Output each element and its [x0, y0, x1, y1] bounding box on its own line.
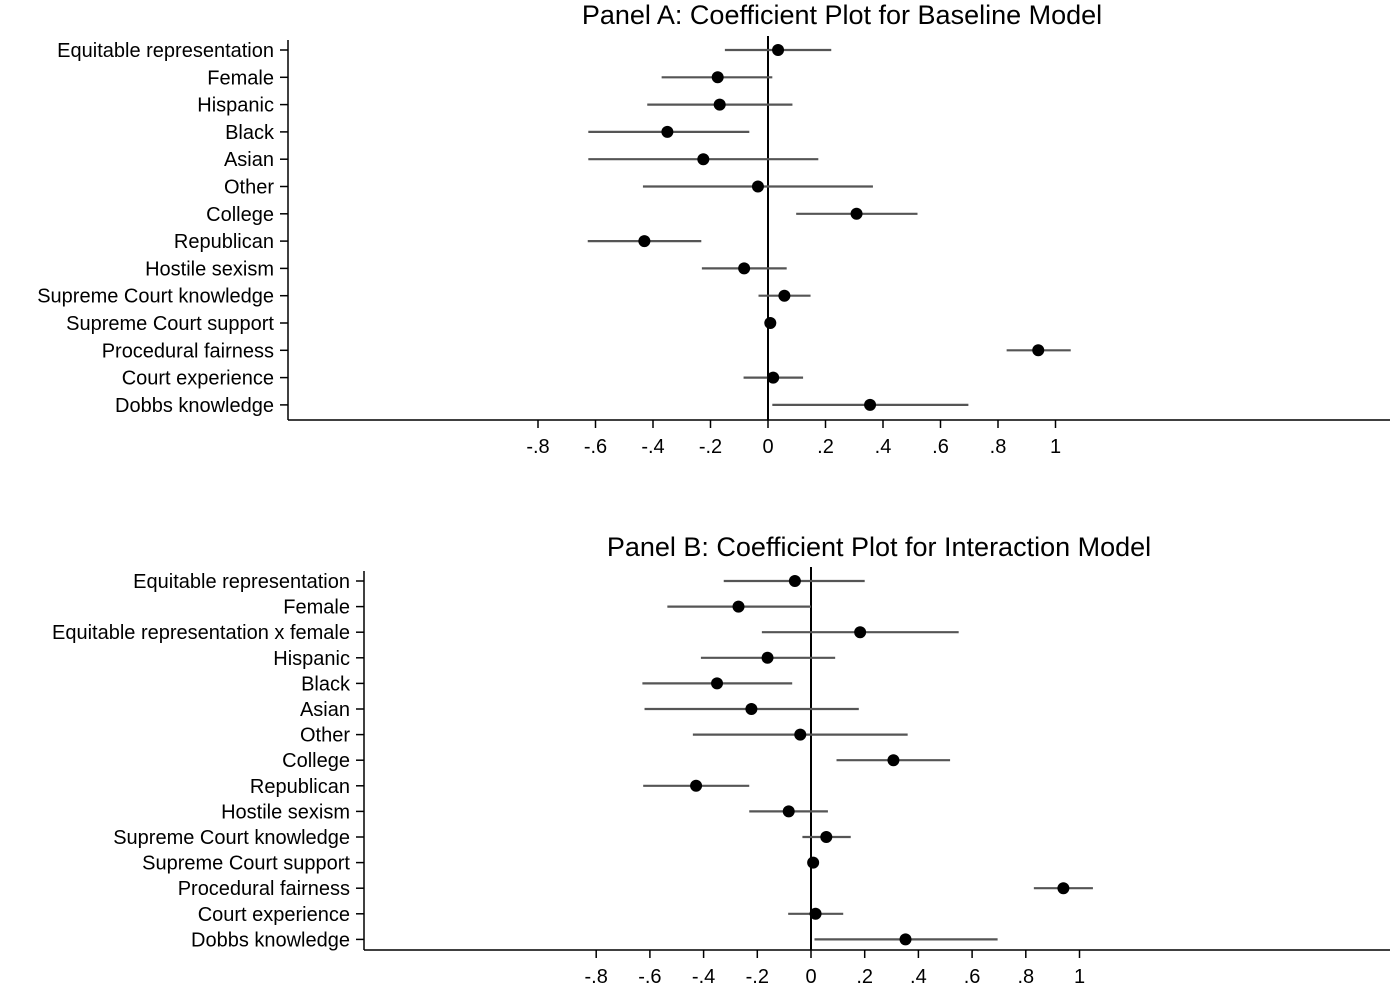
panel-b-point-estimate — [690, 779, 703, 792]
panel-a-row-label: Procedural fairness — [102, 340, 274, 362]
panel-a-row-label: Asian — [224, 149, 274, 171]
panel-b-point-estimate — [854, 626, 867, 639]
panel-a-x-tick-label: -.4 — [641, 436, 664, 458]
panel-a-point-estimate — [638, 235, 651, 248]
panel-a-row-label: Supreme Court support — [66, 313, 274, 335]
panel-b-point-estimate — [807, 856, 820, 869]
panel-b-point-estimate — [711, 677, 724, 690]
panel-a-point-estimate — [751, 180, 764, 193]
panel-a-point-estimate — [764, 317, 777, 329]
panel-a-x-tick-label: .2 — [817, 436, 834, 458]
panel-a-plot-area: -.8 -.6 -.4 -.2 0 .2 .4 .6 .8 1 Equitable represen… — [37, 36, 1390, 458]
panel-b-point-estimate — [887, 754, 900, 767]
panel-a-x-tick-label: .4 — [875, 436, 892, 458]
panel-b-row-label: Black — [301, 673, 351, 695]
panel-b-x-tick-label: 0 — [805, 966, 816, 987]
panel-a-row-label: Court experience — [122, 368, 274, 390]
panel-a-baseline-model: Panel A: Coefficient Plot for Baseline M… — [37, 0, 1390, 458]
panel-b-row-label: Other — [300, 725, 350, 747]
panel-b-plot-area: -.8 -.6 -.4 -.2 0 .2 .4 .6 .8 1 Equitable represen… — [52, 567, 1390, 987]
panel-a-row-label: Hispanic — [197, 95, 274, 117]
panel-b-row-label: Republican — [250, 776, 350, 798]
panel-b-point-estimate — [899, 933, 912, 946]
panel-a-x-tick-label: 1 — [1050, 436, 1061, 458]
panel-b-x-tick-label: -.2 — [746, 966, 769, 987]
panel-a-x-tick-label: .6 — [932, 436, 949, 458]
panel-a-point-estimate — [697, 153, 710, 166]
panel-a-row-label: Equitable representation — [57, 40, 274, 62]
panel-b-point-estimate — [761, 651, 774, 664]
panel-b-point-estimate — [782, 805, 795, 818]
panel-a-x-tick-label: -.8 — [526, 436, 549, 458]
panel-b-x-tick-label: .2 — [856, 966, 873, 987]
panel-b-row-label: Procedural fairness — [178, 878, 350, 900]
panel-a-point-estimate — [778, 289, 791, 302]
panel-b-row-label: Supreme Court knowledge — [113, 827, 350, 849]
panel-a-point-estimate — [864, 398, 877, 411]
panel-b-x-tick-label: -.6 — [638, 966, 661, 987]
panel-b-point-estimate — [1057, 882, 1070, 895]
panel-b-point-estimate — [732, 600, 745, 613]
panel-b-point-estimate — [809, 907, 822, 920]
panel-a-row-label: Supreme Court knowledge — [37, 286, 274, 308]
panel-b-point-estimate — [820, 831, 833, 843]
panel-b-x-tick-label: .4 — [910, 966, 927, 987]
panel-b-row-label: Equitable representation x female — [52, 622, 350, 644]
panel-a-x-tick-label: -.6 — [584, 436, 607, 458]
panel-a-row-label: Republican — [174, 231, 274, 253]
panel-a-point-estimate — [661, 125, 674, 138]
panel-a-x-tick-label: -.2 — [699, 436, 722, 458]
panel-b-x-tick-label: -.8 — [585, 966, 608, 987]
panel-a-point-estimate — [711, 71, 724, 84]
panel-b-point-estimate — [745, 703, 758, 715]
panel-a-row-label: Female — [207, 67, 274, 89]
panel-b-x-tick-label: -.4 — [692, 966, 715, 987]
panel-a-point-estimate — [713, 98, 726, 111]
panel-b-x-tick-label: 1 — [1074, 966, 1085, 987]
panel-b-point-estimate — [794, 728, 807, 741]
panel-b-point-estimate — [788, 575, 801, 587]
panel-a-point-estimate — [767, 371, 780, 384]
panel-a-row-label: College — [206, 204, 274, 226]
panel-a-row-label: Other — [224, 177, 274, 199]
panel-b-x-tick-label: .8 — [1017, 966, 1034, 987]
panel-b-row-label: Equitable representation — [133, 571, 350, 593]
panel-a-point-estimate — [1032, 344, 1045, 357]
panel-b-row-label: Court experience — [198, 904, 350, 926]
panel-a-point-estimate — [850, 207, 863, 220]
panel-a-point-estimate — [738, 262, 751, 275]
panel-b-x-tick-label: .6 — [964, 966, 981, 987]
panel-a-x-tick-label: 0 — [762, 436, 773, 458]
panel-b-row-label: Dobbs knowledge — [191, 929, 350, 951]
panel-b-row-label: Asian — [300, 699, 350, 721]
panel-b-interaction-model: Panel B: Coefficient Plot for Interactio… — [52, 532, 1390, 987]
panel-a-row-label: Black — [225, 122, 275, 144]
panel-a-row-label: Dobbs knowledge — [115, 395, 274, 417]
panel-a-row-label: Hostile sexism — [145, 258, 274, 280]
panel-a-point-estimate — [772, 44, 785, 56]
panel-b-row-label: Supreme Court support — [142, 853, 350, 875]
panel-b-row-label: College — [282, 750, 350, 772]
panel-b-title: Panel B: Coefficient Plot for Interactio… — [607, 532, 1151, 562]
panel-b-row-label: Female — [283, 597, 350, 619]
panel-a-title: Panel A: Coefficient Plot for Baseline M… — [582, 0, 1102, 30]
panel-b-row-label: Hispanic — [273, 648, 350, 670]
panel-a-x-tick-label: .8 — [990, 436, 1007, 458]
panel-b-row-label: Hostile sexism — [221, 801, 350, 823]
